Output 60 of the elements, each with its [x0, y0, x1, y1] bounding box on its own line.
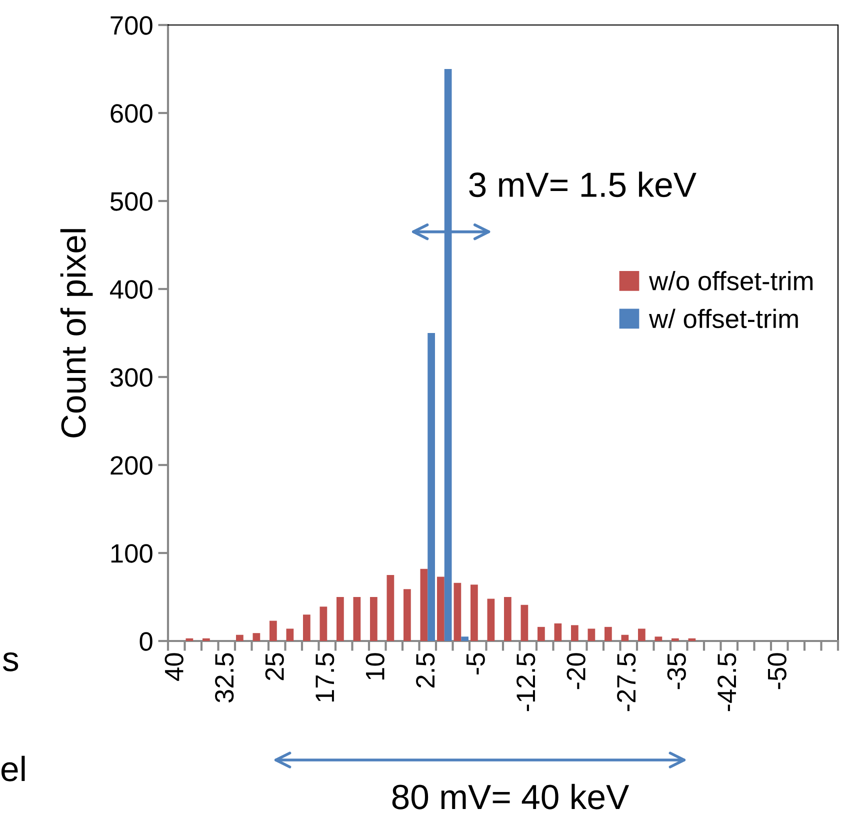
legend-label: w/o offset-trim [648, 271, 813, 290]
y-tick-label: 200 [110, 456, 152, 475]
bar [386, 575, 394, 641]
bar [638, 628, 646, 641]
x-tick-label: 25 [265, 653, 284, 680]
bar [654, 636, 662, 641]
y-axis-title: Count of pixel [60, 229, 93, 438]
x-tick-label: -42.5 [718, 653, 736, 712]
bar [461, 636, 468, 641]
bar [604, 626, 612, 641]
bar [454, 582, 462, 641]
bar [428, 333, 435, 641]
x-tick-label: 2.5 [416, 653, 435, 688]
bar [353, 597, 361, 641]
bar [487, 598, 495, 641]
x-tick-label: -5 [466, 653, 485, 674]
bar [688, 638, 696, 641]
bar [554, 623, 562, 641]
bar [420, 568, 428, 641]
y-tick-label: 600 [110, 104, 152, 123]
bar [571, 625, 578, 641]
bar [186, 638, 194, 641]
bar [520, 604, 528, 641]
y-tick-label: 300 [110, 368, 152, 387]
bar [252, 633, 260, 641]
bar [286, 628, 294, 641]
bar [470, 584, 478, 641]
x-tick-label: -12.5 [516, 653, 536, 712]
x-tick-label: 32.5 [215, 653, 234, 702]
bar [270, 620, 277, 641]
bar [202, 638, 210, 641]
y-tick-label: 100 [111, 544, 152, 563]
text: s [2, 652, 18, 672]
x-tick-label: -20 [566, 653, 586, 690]
bar [320, 606, 328, 641]
bar [621, 634, 629, 641]
text: el [1, 756, 25, 782]
x-tick-label: 17.5 [316, 653, 334, 702]
x-tick-label: -50 [768, 653, 786, 690]
bar [538, 626, 545, 641]
x-tick-label: -27.5 [617, 653, 636, 712]
x-tick-label: 10 [366, 653, 384, 680]
bar [404, 589, 411, 641]
bar [336, 597, 344, 641]
y-tick-label: 700 [110, 16, 152, 35]
bar [370, 597, 378, 641]
x-tick-label: 40 [164, 653, 184, 681]
y-tick-label: 400 [110, 280, 152, 299]
bar [588, 628, 596, 641]
bar [672, 638, 679, 641]
bar [303, 614, 310, 641]
bar [504, 597, 512, 641]
bar [437, 576, 444, 641]
x-tick-label: -35 [667, 653, 686, 690]
bar [236, 634, 244, 641]
y-tick-label: 500 [110, 192, 152, 211]
legend-label: w/ offset-trim [648, 308, 798, 328]
text: 80 mV= 40 keV [392, 784, 630, 810]
annotation: 3 mV= 1.5 keV [469, 172, 696, 198]
y-tick-label: 0 [140, 632, 152, 651]
